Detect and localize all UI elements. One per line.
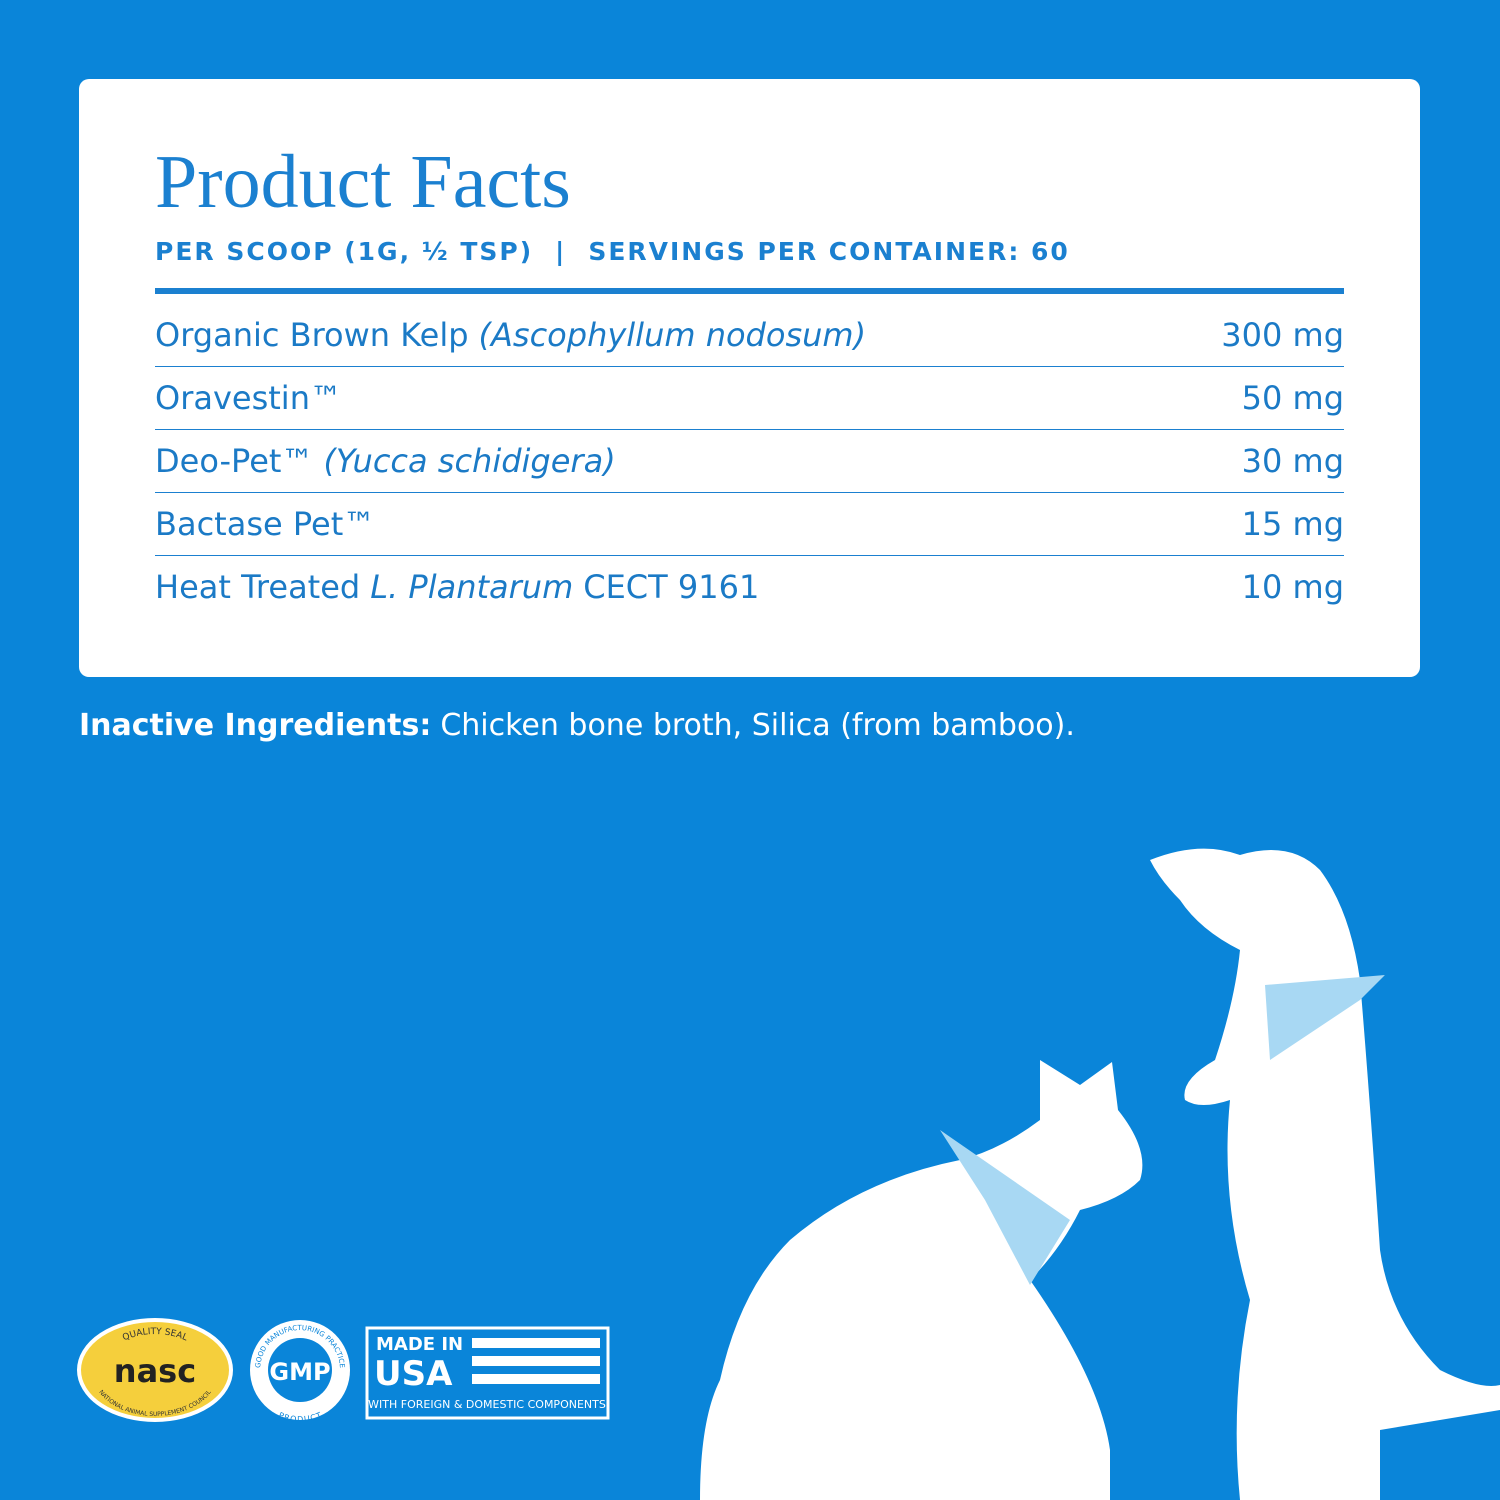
name-part: (Yucca schidigera) [323,442,616,480]
facts-row: Organic Brown Kelp (Ascophyllum nodosum) 3… [155,304,1344,367]
separator: | [555,237,567,266]
usa-badge [365,1326,610,1420]
cat [700,1060,1143,1500]
inactive-text: Chicken bone broth, Silica (from bamboo)… [440,708,1075,743]
ingredient-name: Deo-Pet™ (Yucca schidigera) [155,442,616,480]
serving: PER SCOOP (1G, ½ TSP) [155,237,534,266]
name-part: (Ascophyllum nodosum) [478,316,867,354]
usa-line2: USA [374,1354,453,1394]
ingredient-name: Bactase Pet™ [155,505,375,543]
usa-stripe [472,1374,600,1384]
gmp-bottom: PRODUCT [277,1411,323,1424]
name-part: Organic Brown Kelp [155,316,469,354]
nasc-seal [77,1318,233,1422]
amount: 300 mg [1221,316,1344,354]
dog-bandana [1265,950,1410,1060]
facts-row: Heat Treated L. Plantarum CECT 9161 10 mg [155,556,1344,618]
nasc-name: nasc [114,1352,196,1390]
inactive-ingredients: Inactive Ingredients: Chicken bone broth,… [79,708,1075,743]
ingredient-name: Oravestin™ [155,379,342,417]
name-part: Oravestin™ [155,379,342,417]
usa-stripe [472,1356,600,1366]
ingredient-name: Organic Brown Kelp (Ascophyllum nodosum) [155,316,866,354]
cat-bandana [940,1130,1070,1285]
usa-line3: WITH FOREIGN & DOMESTIC COMPONENTS [368,1398,606,1411]
amount: 30 mg [1241,442,1344,480]
facts-card: Product Facts PER SCOOP (1G, ½ TSP) | SERV… [79,79,1420,677]
name-part: Deo-Pet™ [155,442,314,480]
amount: 15 mg [1241,505,1344,543]
facts-row: Bactase Pet™ 15 mg [155,493,1344,556]
dog [1150,848,1500,1500]
rule [155,288,1344,294]
facts-row: Deo-Pet™ (Yucca schidigera) 30 mg [155,430,1344,493]
usa-line1: MADE IN [376,1334,463,1355]
name-part: Bactase Pet™ [155,505,376,543]
gmp-bottom-text: PRODUCT [277,1411,323,1424]
serving-info: PER SCOOP (1G, ½ TSP) | SERVINGS PER CONTA… [155,237,1092,266]
title: Product Facts [155,140,571,224]
name-part: CECT 9161 [583,568,760,606]
servings: SERVINGS PER CONTAINER: 60 [588,237,1070,266]
gmp-name: GMP [269,1358,330,1386]
ingredient-name: Heat Treated L. Plantarum CECT 9161 [155,568,759,606]
name-part: L. Plantarum [370,568,574,606]
amount: 10 mg [1241,568,1344,606]
name-part: Heat Treated [155,568,361,606]
usa-stripe [472,1338,600,1348]
amount: 50 mg [1241,379,1344,417]
gmp-inner [268,1338,332,1402]
facts-row: Oravestin™ 50 mg [155,367,1344,430]
inactive-label: Inactive Ingredients: [79,708,432,743]
facts-table: Organic Brown Kelp (Ascophyllum nodosum) 3… [155,304,1344,618]
